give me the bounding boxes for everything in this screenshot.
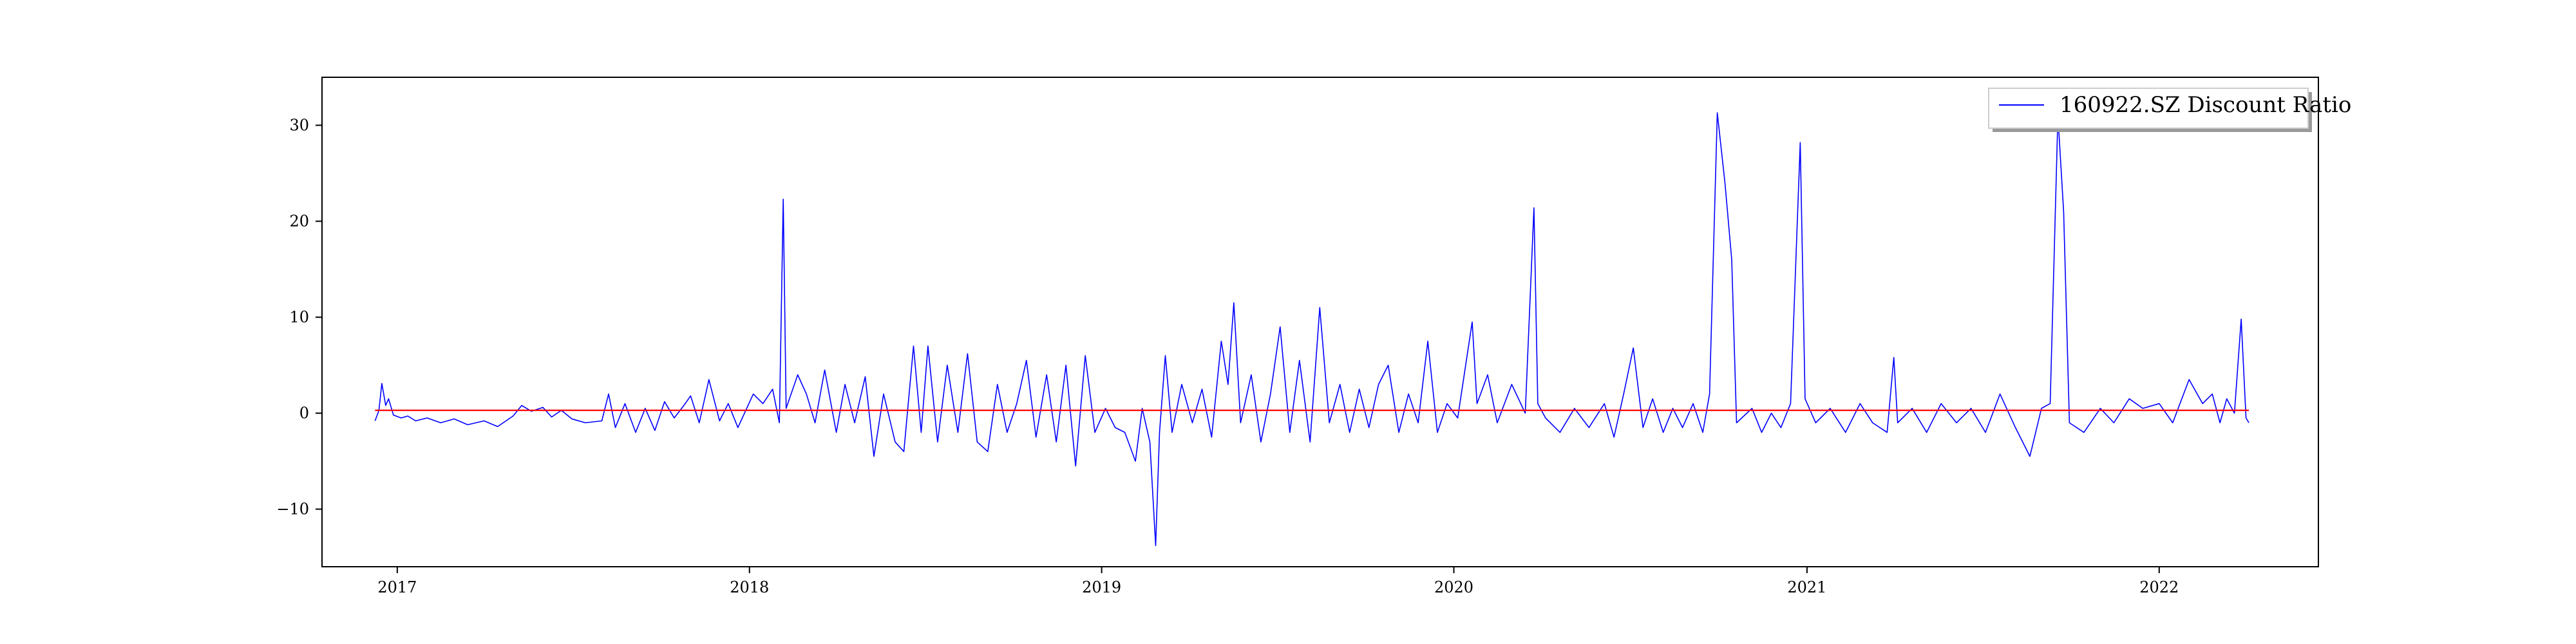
x-tick-label: 2022: [2139, 578, 2179, 596]
plot-series: [374, 112, 2249, 546]
x-tick-label: 2020: [1434, 578, 1473, 596]
y-tick-label: 30: [289, 117, 309, 135]
y-tick-label: 10: [289, 308, 309, 327]
y-tick-label: 0: [299, 404, 309, 422]
legend-box: [1988, 88, 2309, 129]
y-axis: −10 0 10 20 30: [276, 117, 322, 518]
discount-ratio-line: [374, 112, 2249, 546]
x-tick-label: 2017: [377, 578, 417, 596]
legend-entry-label: 160922.SZ Discount Ratio: [2060, 92, 2351, 118]
y-tick-label: −10: [276, 500, 309, 518]
y-tick-label: 20: [289, 213, 309, 231]
x-axis: 2017 2018 2019 2020 2021 2022: [377, 567, 2179, 596]
axes-frame: [321, 77, 2319, 567]
legend: 160922.SZ Discount Ratio: [1988, 88, 2351, 132]
x-tick-label: 2021: [1787, 578, 1826, 596]
x-tick-label: 2018: [730, 578, 769, 596]
x-tick-label: 2019: [1082, 578, 1121, 596]
